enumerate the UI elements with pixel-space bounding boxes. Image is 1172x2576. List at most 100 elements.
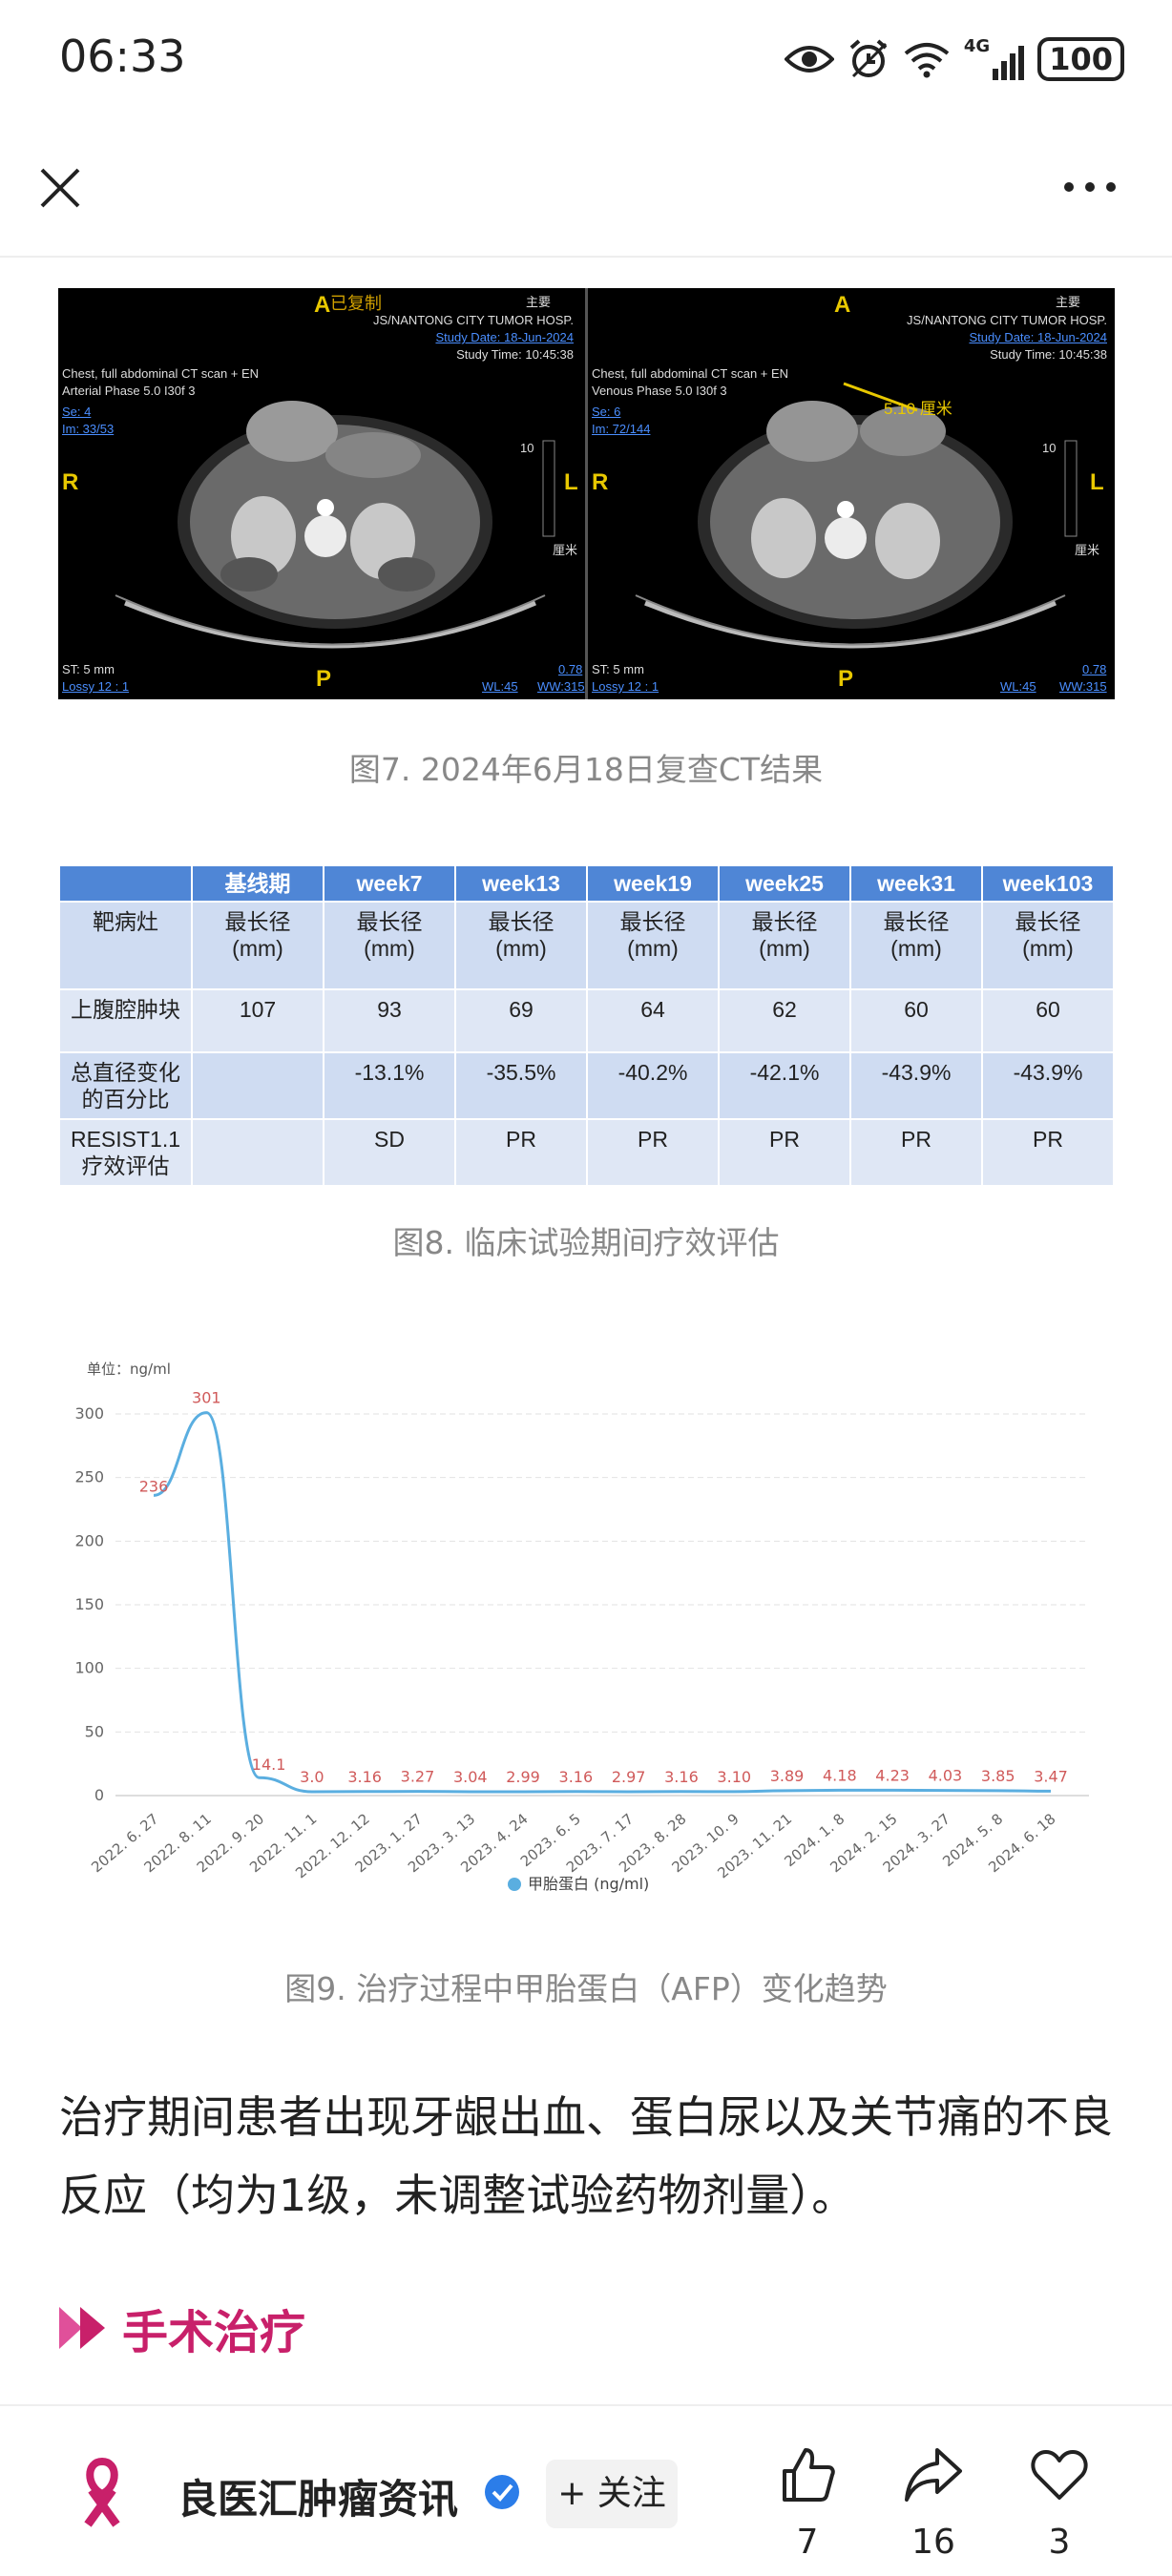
legend-label: 甲胎蛋白 (ng/ml) xyxy=(528,1875,649,1893)
table-cell: 最长径 (mm) xyxy=(323,901,456,990)
more-icon[interactable] xyxy=(1061,179,1119,195)
share-count: 16 xyxy=(911,2523,955,2562)
afp-trend-chart: 单位：ng/ml 0 50 100 150 200 250 300 2022. 6. 272… xyxy=(74,1361,1089,1893)
header-cell: week7 xyxy=(323,864,456,903)
study-time: Study Time: 10:45:38 xyxy=(990,347,1107,362)
status-icons: 4G 100 xyxy=(784,32,1124,86)
measurement-label: 5.10 厘米 xyxy=(884,400,952,418)
scan-phase: Venous Phase 5.0 I30f 3 xyxy=(592,384,727,398)
zoom-level: 0.78 xyxy=(558,662,583,676)
ct-slice-image xyxy=(115,401,555,649)
ribbon-logo-icon[interactable] xyxy=(78,2458,126,2528)
table-cell: 最长径 (mm) xyxy=(981,901,1115,990)
table-cell: -40.2% xyxy=(586,1051,720,1120)
study-time: Study Time: 10:45:38 xyxy=(456,347,574,362)
table-cell: -43.9% xyxy=(981,1051,1115,1120)
right-marker: R xyxy=(62,469,79,495)
share-arrow-icon[interactable] xyxy=(903,2444,964,2505)
thumbs-up-icon[interactable] xyxy=(777,2444,838,2505)
left-marker: L xyxy=(1090,469,1104,495)
status-bar: 06:33 4G 100 xyxy=(0,0,1172,114)
account-name[interactable]: 良医汇肿瘤资讯 xyxy=(178,2476,459,2523)
table-cell: PR xyxy=(586,1118,720,1187)
table-body: 靶病灶 最长径 (mm) 最长径 (mm) 最长径 (mm) 最长径 (mm) 最长径 (… xyxy=(58,901,1115,1187)
network-type: 4G xyxy=(963,36,991,56)
table-row: RESIST1.1 疗效评估 SD PR PR PR PR PR xyxy=(58,1118,1115,1187)
table-cell: 64 xyxy=(586,988,720,1053)
series-label: Se: 6 xyxy=(592,405,621,419)
table-row: 上腹腔肿块 107 93 69 64 62 60 60 xyxy=(58,988,1115,1053)
figure-7-caption: 图7. 2024年6月18日复查CT结果 xyxy=(348,751,824,788)
table-cell: -42.1% xyxy=(718,1051,851,1120)
data-label: 2.97 xyxy=(612,1768,646,1786)
table-row: 总直径变化 的百分比 -13.1% -35.5% -40.2% -42.1% -43.9%… xyxy=(58,1051,1115,1120)
chart-legend: 甲胎蛋白 (ng/ml) xyxy=(508,1875,649,1893)
study-date: Study Date: 18-Jun-2024 xyxy=(969,330,1107,344)
follow-button[interactable]: + 关注 xyxy=(546,2460,678,2528)
ct-slice-image xyxy=(635,382,1078,649)
compression-label: Lossy 12 : 1 xyxy=(592,679,659,694)
table-cell: 93 xyxy=(323,988,456,1053)
y-tick-label: 300 xyxy=(74,1404,104,1423)
y-tick-label: 250 xyxy=(74,1468,104,1486)
heart-icon[interactable] xyxy=(1029,2444,1090,2505)
data-labels: 236 301 14.1 3.0 3.16 3.27 3.04 2.99 3.16 2.97 3.1… xyxy=(139,1389,1068,1786)
table-cell: 107 xyxy=(191,988,324,1053)
window-width: WW:315 xyxy=(1059,679,1107,694)
window-level: WL:45 xyxy=(1000,679,1036,694)
ct-panel-venous: 主要 A JS/NANTONG CITY TUMOR HOSP. Study D… xyxy=(588,288,1115,699)
bottom-action-bar: 良医汇肿瘤资讯 + 关注 7 16 3 xyxy=(0,2404,1172,2576)
signal-bar xyxy=(993,69,999,80)
table-cell: 最长径 (mm) xyxy=(191,901,324,990)
table-cell: PR xyxy=(849,1118,983,1187)
right-marker: R xyxy=(592,469,609,495)
copy-mark-tag: 主要 xyxy=(526,295,552,309)
study-date: Study Date: 18-Jun-2024 xyxy=(435,330,574,344)
table-cell: 最长径 (mm) xyxy=(718,901,851,990)
zoom-level: 0.78 xyxy=(1082,662,1107,676)
data-label: 3.47 xyxy=(1034,1767,1068,1785)
signal-bar xyxy=(1001,61,1008,80)
table-header-row: 基线期 week7 week13 week19 week25 week31 week103 xyxy=(58,864,1115,903)
share-action[interactable]: 16 xyxy=(886,2444,981,2562)
image-label: Im: 33/53 xyxy=(62,422,115,436)
compression-label: Lossy 12 : 1 xyxy=(62,679,130,694)
table-cell: PR xyxy=(981,1118,1115,1187)
wifi-icon xyxy=(904,43,950,78)
table-cell xyxy=(191,1118,324,1187)
table-cell: 最长径 (mm) xyxy=(586,901,720,990)
table-row: 靶病灶 最长径 (mm) 最长径 (mm) 最长径 (mm) 最长径 (mm) 最长径 (… xyxy=(58,901,1115,990)
scan-phase: Arterial Phase 5.0 I30f 3 xyxy=(62,384,196,398)
left-marker: L xyxy=(564,469,578,495)
favorite-count: 3 xyxy=(1048,2523,1071,2562)
signal-bar xyxy=(1018,46,1025,80)
header-cell: week19 xyxy=(586,864,720,903)
double-chevron-icon xyxy=(59,2307,105,2349)
article-paragraph: 治疗期间患者出现牙龈出血、蛋白尿以及关节痛的不良反应（均为1级，未调整试验药物剂… xyxy=(59,2091,1113,2221)
data-label: 3.16 xyxy=(347,1768,382,1786)
like-action[interactable]: 7 xyxy=(760,2444,855,2562)
header-cell: week103 xyxy=(981,864,1115,903)
posterior-marker: P xyxy=(316,666,332,692)
image-label: Im: 72/144 xyxy=(592,422,651,436)
series-label: Se: 4 xyxy=(62,405,92,419)
table-cell: 最长径 (mm) xyxy=(454,901,588,990)
close-icon[interactable] xyxy=(36,164,84,212)
data-label: 3.85 xyxy=(981,1767,1015,1785)
slice-thickness: ST: 5 mm xyxy=(62,662,115,676)
ct-scan-image: 已复制 主要 A JS/NANTONG CITY TUMOR HOSP. Stu… xyxy=(58,288,1115,699)
posterior-marker: P xyxy=(838,666,854,692)
y-tick-label: 150 xyxy=(74,1595,104,1613)
y-tick-label: 50 xyxy=(85,1722,104,1740)
anterior-marker: A xyxy=(314,292,331,318)
data-label: 4.23 xyxy=(875,1766,910,1784)
favorite-action[interactable]: 3 xyxy=(1012,2444,1107,2562)
chart-unit-label: 单位：ng/ml xyxy=(87,1361,171,1378)
data-label: 14.1 xyxy=(252,1755,286,1774)
data-label: 3.10 xyxy=(717,1768,751,1786)
section-title: 手术治疗 xyxy=(122,2306,306,2359)
ct-panel-arterial: 已复制 主要 A JS/NANTONG CITY TUMOR HOSP. Stu… xyxy=(58,288,585,699)
data-label: 3.04 xyxy=(453,1768,488,1786)
like-count: 7 xyxy=(796,2523,819,2562)
